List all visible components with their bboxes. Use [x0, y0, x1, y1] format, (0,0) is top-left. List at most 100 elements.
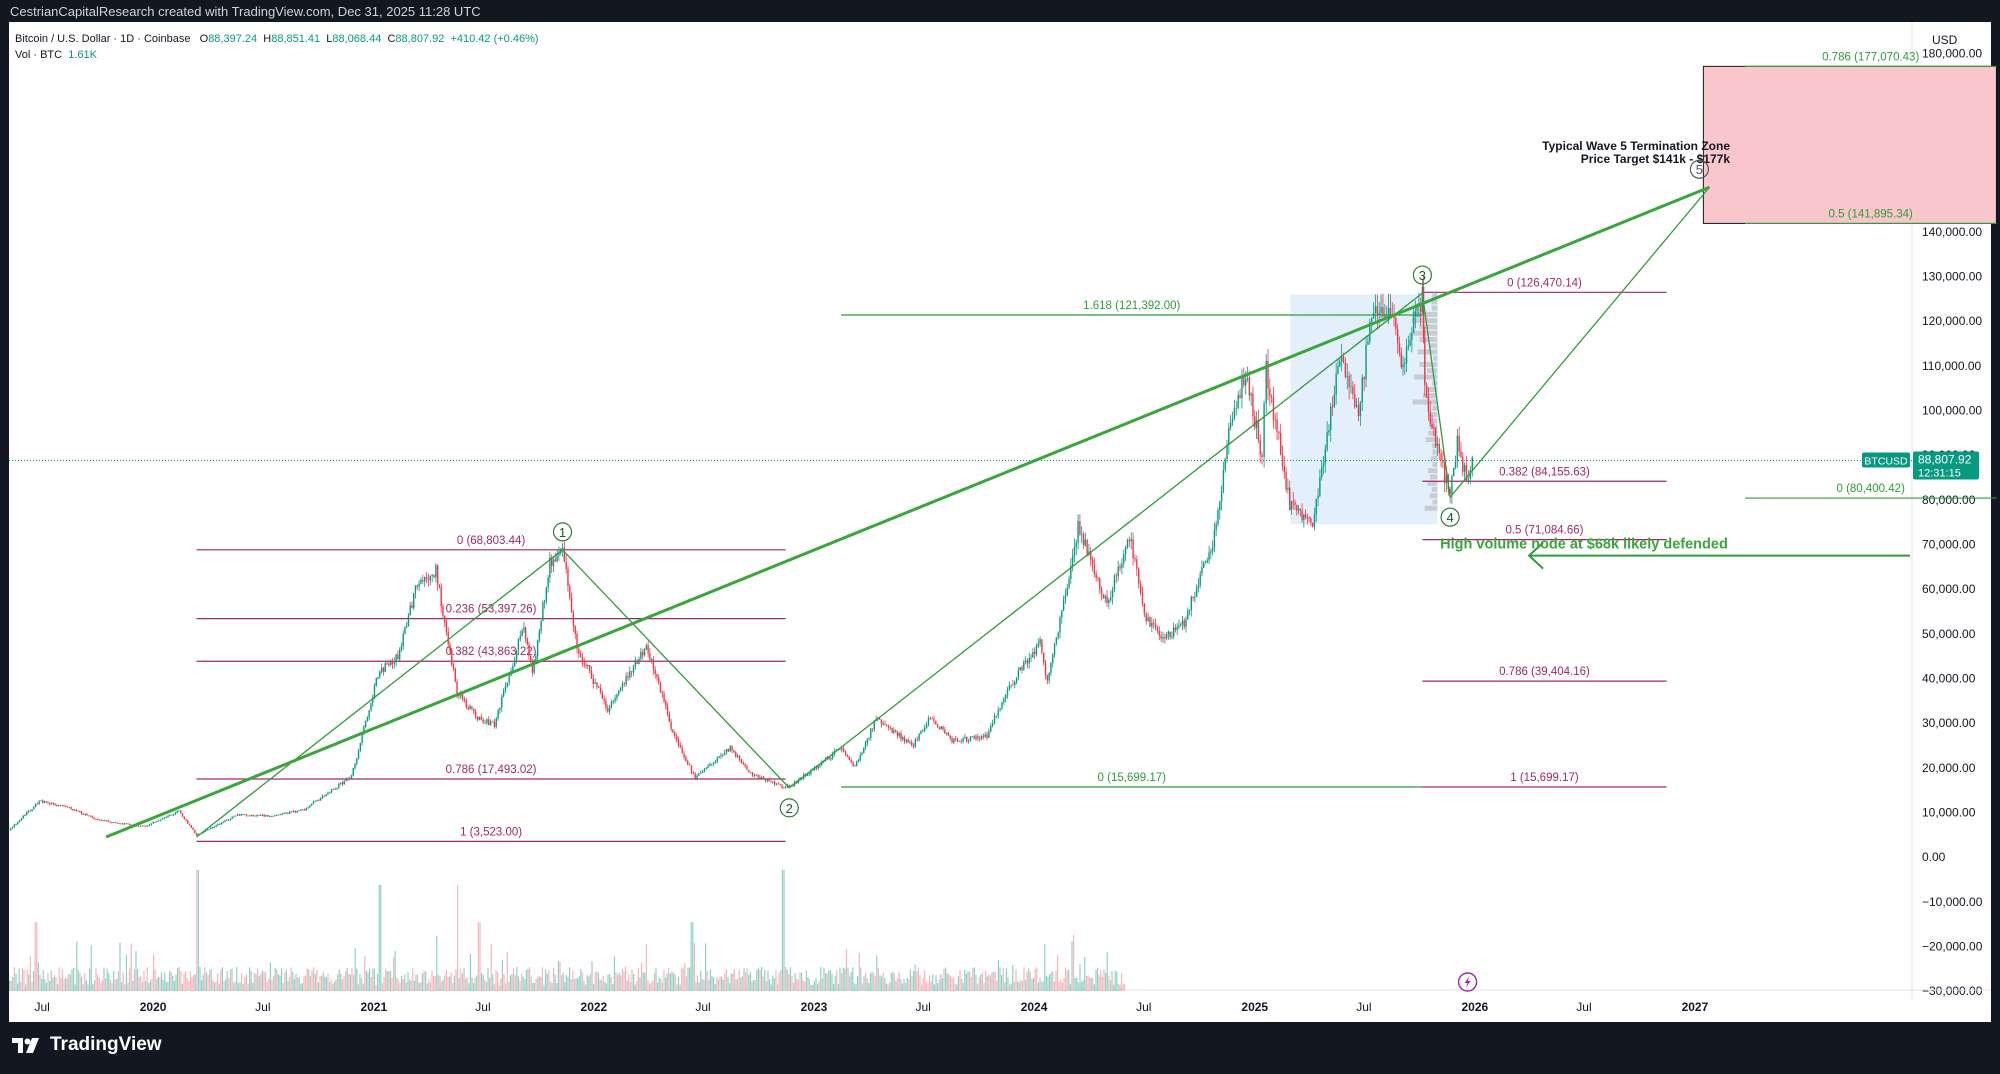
volume-bar [514, 975, 516, 991]
volume-bar [993, 971, 995, 991]
candle-body [104, 820, 106, 822]
last-price-tag[interactable] [1913, 451, 1979, 480]
volume-profile-bin [1428, 430, 1438, 436]
volume-bar [34, 922, 36, 991]
candle-body [742, 763, 744, 765]
candle-body [1233, 408, 1236, 419]
candle-body [882, 723, 884, 725]
volume-bar [381, 983, 383, 991]
volume-bar [1031, 978, 1033, 991]
volume-bar [949, 975, 951, 991]
volume-bar [417, 974, 419, 991]
volume-bar [677, 976, 679, 991]
candle-body [512, 665, 514, 671]
volume-bar [823, 967, 825, 991]
candle-body [839, 749, 841, 750]
wave-marker[interactable] [779, 798, 799, 818]
candle-body [329, 791, 331, 793]
volume-profile-bin [1419, 324, 1438, 330]
volume-bar [397, 979, 399, 991]
candle-body [482, 719, 484, 723]
candle-body [1204, 562, 1207, 564]
volume-bar [53, 975, 55, 991]
candle-body [231, 817, 233, 820]
candle-body [670, 721, 672, 730]
long-term-trendline[interactable] [105, 185, 1710, 839]
volume-bar [170, 972, 172, 991]
candle-body [1278, 431, 1280, 434]
volume-bar [71, 969, 73, 991]
candle-body [36, 803, 39, 805]
volume-bar [301, 983, 303, 991]
candle-body [495, 718, 497, 727]
candle-body [105, 820, 108, 822]
chart-frame[interactable] [9, 22, 1991, 1022]
legend-vol-label[interactable]: Vol · BTC [15, 49, 63, 61]
candle-body [327, 792, 329, 795]
volume-bar [252, 982, 254, 991]
candle-body [310, 804, 313, 806]
candle-body [1301, 510, 1303, 521]
wave5-target-zone[interactable] [1702, 65, 1997, 224]
volume-bar [148, 982, 150, 991]
volume-bar [797, 979, 799, 991]
candle-body [1331, 406, 1334, 408]
volume-bar [1082, 980, 1084, 991]
volume-bar [385, 968, 387, 991]
volume-bar [37, 962, 39, 991]
candle-body [1367, 341, 1369, 345]
volume-profile-bin [1424, 505, 1438, 511]
fib-level-label: 0.236 (53,397.26) [446, 604, 537, 616]
candle-body [1132, 539, 1134, 559]
candle-body [1382, 307, 1384, 317]
legend-symbol[interactable]: Bitcoin / U.S. Dollar · 1D · Coinbase [15, 33, 191, 45]
candle-body [685, 757, 687, 761]
volume-bar [386, 971, 388, 991]
candle-body [382, 667, 385, 672]
candle-body [873, 720, 876, 730]
candle-body [861, 752, 863, 755]
volume-bar [277, 974, 279, 991]
volume-bar [189, 971, 191, 991]
candle-body [1427, 396, 1430, 412]
wave-marker[interactable] [1412, 265, 1432, 285]
candle-body [770, 781, 772, 783]
wave-marker[interactable] [1689, 159, 1709, 179]
volume-bar [820, 967, 822, 991]
elliott-wave-path[interactable] [196, 186, 1710, 838]
candle-body [1143, 603, 1146, 614]
tradingview-logo[interactable]: TradingView [12, 1034, 162, 1056]
volume-bar [218, 984, 220, 991]
volume-bar [901, 983, 903, 991]
wave-marker[interactable] [1440, 507, 1460, 527]
volume-bar [409, 979, 411, 991]
candle-body [345, 779, 347, 782]
y-tick-label: 20,000.00 [1922, 761, 1976, 775]
volume-bar [1017, 981, 1019, 991]
candle-body [120, 823, 122, 825]
volume-profile-range[interactable] [1290, 294, 1438, 525]
volume-bar [927, 983, 929, 991]
symbol-tag[interactable] [1862, 452, 1910, 468]
candle-body [325, 794, 327, 797]
candle-body [982, 735, 985, 737]
candle-body [180, 810, 182, 814]
volume-bar [721, 976, 723, 991]
candle-body [659, 682, 662, 693]
volume-profile-bin [1427, 480, 1438, 486]
candle-body [27, 810, 30, 813]
candle-body [632, 666, 635, 673]
volume-bar [965, 973, 967, 991]
volume-bar [612, 983, 614, 991]
volume-bar [255, 973, 257, 991]
volume-bar [188, 981, 190, 991]
wave-marker[interactable] [552, 522, 573, 542]
candle-body [601, 692, 604, 699]
candle-body [1062, 599, 1065, 611]
candle-body [1246, 377, 1249, 379]
candle-body [316, 799, 318, 802]
volume-bar [431, 970, 433, 991]
volume-bar [954, 984, 956, 991]
candle-body [679, 745, 682, 748]
